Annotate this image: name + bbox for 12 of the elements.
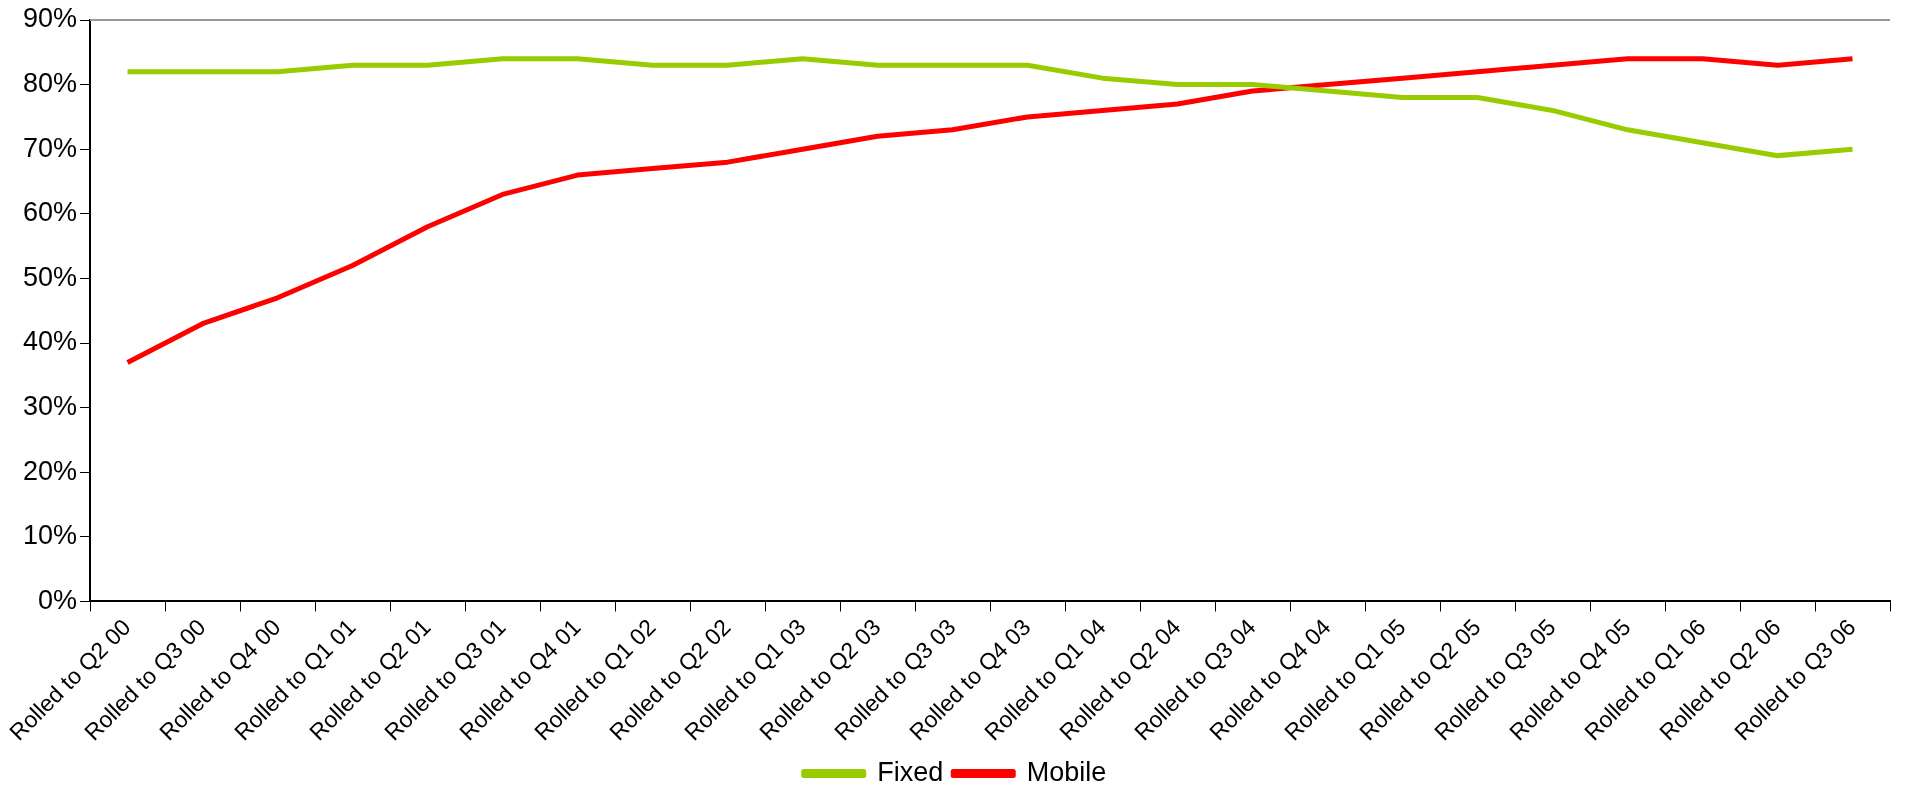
y-tick-label: 30% [22,391,78,422]
y-tick-label: 40% [22,326,78,357]
y-tick-label: 50% [22,261,78,292]
y-tick-label: 10% [22,520,78,551]
y-tick-label: 60% [22,197,78,228]
legend-label: Mobile [1026,756,1107,787]
y-tick-label: 80% [22,68,78,99]
y-tick-label: 20% [22,455,78,486]
legend-label: Fixed [877,756,944,787]
y-tick-label: 0% [38,584,78,615]
y-tick-label: 90% [22,3,78,34]
y-tick-label: 70% [22,132,78,163]
